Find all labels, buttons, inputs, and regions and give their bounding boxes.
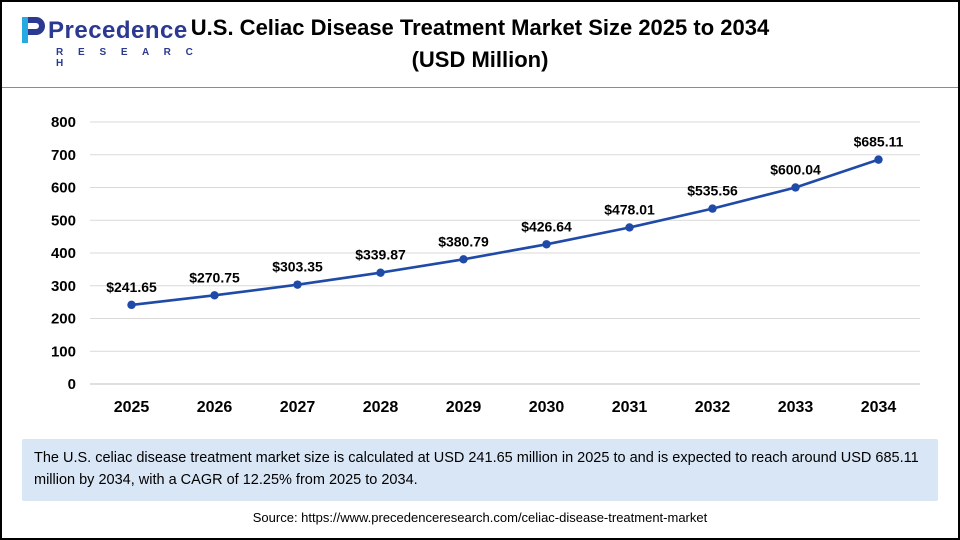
chart-area: 0 100 200 300 400 500 600 700 800 2025 2026 2027 202… xyxy=(2,88,958,435)
chart-title-line1: U.S. Celiac Disease Treatment Market Siz… xyxy=(190,15,770,40)
y-tick-label: 600 xyxy=(51,180,76,197)
source-line: Source: https://www.precedenceresearch.c… xyxy=(252,509,708,525)
data-point xyxy=(874,155,883,164)
page-title: U.S. Celiac Disease Treatment Market Siz… xyxy=(2,12,958,76)
data-point xyxy=(127,300,136,310)
header: Precedence R E S E A R C H U.S. Celiac D… xyxy=(2,2,958,88)
data-point xyxy=(210,291,219,300)
data-point-label: $303.35 xyxy=(272,259,323,275)
x-tick-label: 2034 xyxy=(861,399,897,416)
x-tick-label: 2028 xyxy=(363,399,399,416)
x-tick-label: 2026 xyxy=(197,399,233,416)
data-point-label: $270.75 xyxy=(189,269,240,285)
data-point-label: $241.65 xyxy=(106,279,157,295)
data-point xyxy=(542,240,551,249)
x-tick-label: 2029 xyxy=(446,399,482,416)
x-tick-label: 2027 xyxy=(280,399,316,416)
data-point xyxy=(708,204,717,213)
y-tick-label: 0 xyxy=(68,376,76,393)
data-point xyxy=(376,268,385,277)
data-point-label: $685.11 xyxy=(854,134,904,150)
x-tick-label: 2030 xyxy=(529,399,565,416)
y-tick-label: 300 xyxy=(51,278,76,295)
chart-title-line2: (USD Million) xyxy=(411,46,549,72)
data-point xyxy=(625,223,634,232)
logo-p-icon xyxy=(20,15,46,43)
summary-note: The U.S. celiac disease treatment market… xyxy=(22,439,938,501)
data-point-label: $535.56 xyxy=(687,183,738,199)
data-point-label: $339.87 xyxy=(355,247,406,263)
data-point-label: $478.01 xyxy=(604,201,655,217)
x-tick-label: 2033 xyxy=(778,399,814,416)
data-point xyxy=(791,183,800,192)
y-tick-label: 500 xyxy=(51,212,76,229)
data-point xyxy=(293,280,302,289)
series-line xyxy=(130,158,880,307)
precedence-research-logo: Precedence R E S E A R C H xyxy=(20,15,205,69)
y-tick-label: 100 xyxy=(51,343,76,360)
data-point-label: $600.04 xyxy=(770,161,821,177)
data-point xyxy=(459,255,468,264)
y-tick-label: 200 xyxy=(51,311,76,328)
y-tick-label: 800 xyxy=(51,114,76,131)
logo-subtitle: R E S E A R C H xyxy=(56,47,199,69)
data-point-label: $380.79 xyxy=(438,233,489,249)
y-tick-label: 700 xyxy=(51,147,76,164)
logo-wordmark: Precedence xyxy=(48,17,188,44)
y-tick-label: 400 xyxy=(51,245,76,262)
x-tick-label: 2032 xyxy=(695,399,731,416)
x-tick-label: 2025 xyxy=(114,399,150,416)
data-point-label: $426.64 xyxy=(521,218,572,234)
market-size-line-chart: 0 100 200 300 400 500 600 700 800 2025 2026 2027 202… xyxy=(51,114,920,416)
x-tick-label: 2031 xyxy=(612,399,648,416)
